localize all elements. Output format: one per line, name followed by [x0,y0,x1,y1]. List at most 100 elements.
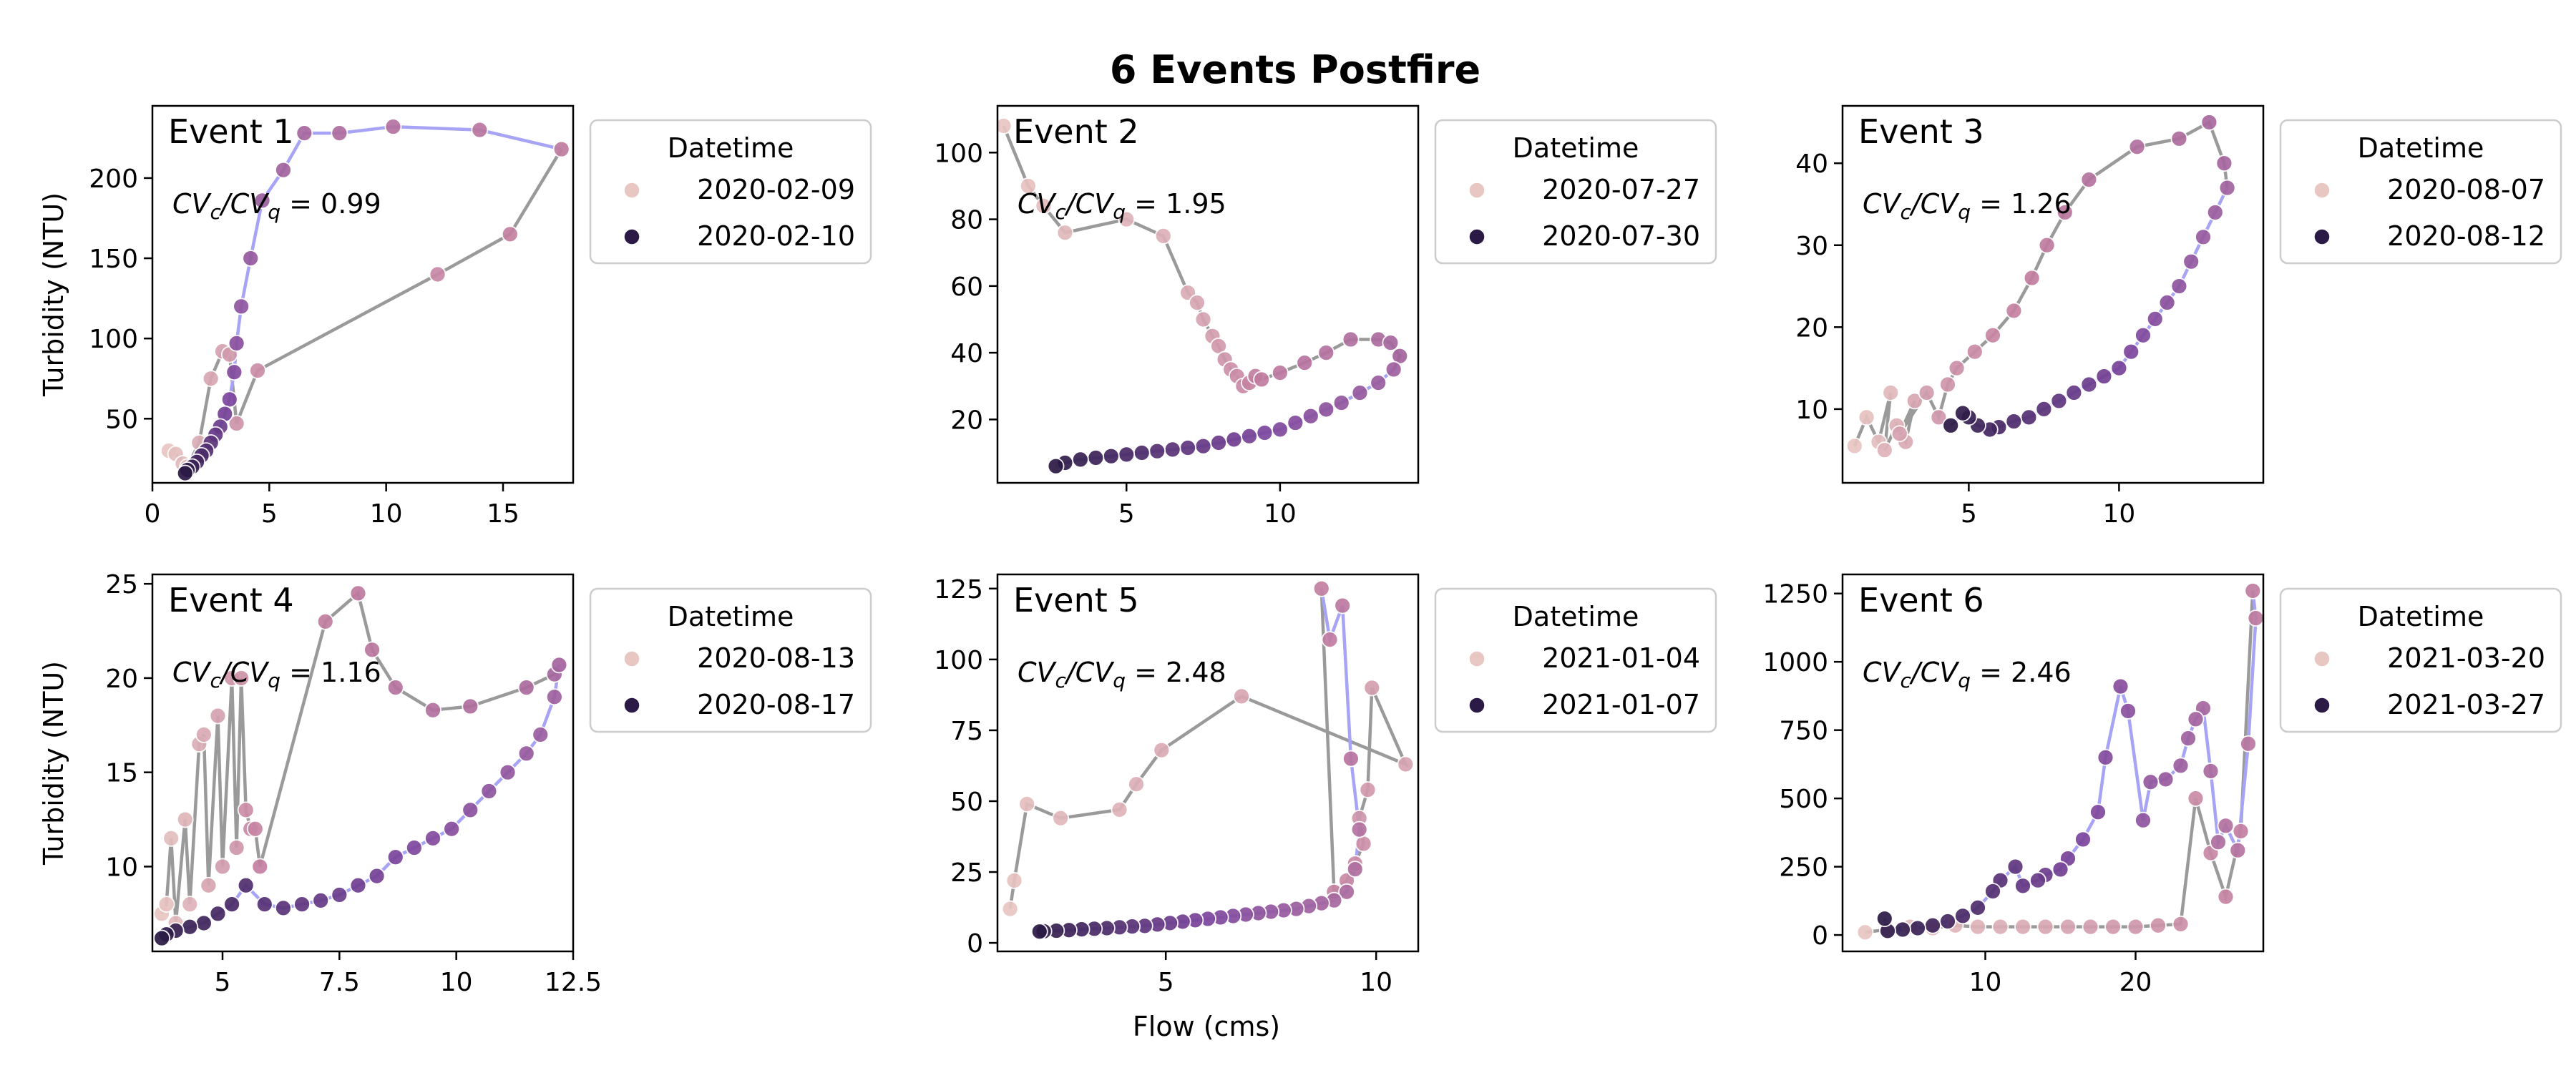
legend-title: Datetime [2358,601,2484,632]
data-point [157,896,175,913]
data-point [200,876,218,894]
x-tick-label: 10 [370,499,403,529]
y-tick-label: 20 [1795,313,1828,343]
y-tick-label: 750 [1779,717,1828,746]
legend-box [2279,119,2562,265]
data-point [2020,408,2038,426]
data-point [2195,228,2212,246]
data-point [1342,330,1360,348]
legend-title: Datetime [1513,132,1639,164]
data-point [1287,414,1304,431]
legend-entry: 2021-03-27 [2387,689,2545,720]
data-point [296,124,313,142]
panel-6: 10 20 0 250 500 750 1000 1250 Event 6 CVc/CVq = 2… [1762,573,2562,997]
data-point [2200,114,2218,131]
y-tick-label: 200 [89,165,138,194]
data-point [1346,861,1364,878]
data-point [2095,368,2113,385]
data-point [202,370,220,388]
data-point [1148,442,1166,460]
legend-entry: 2020-07-30 [1542,220,1700,252]
data-point [1233,687,1250,705]
legend-marker [1468,228,1485,245]
data-point [2127,918,2145,936]
legend-entry: 2020-02-10 [697,220,855,252]
data-point [1035,197,1053,215]
x-tick-label: 5 [1961,499,1977,529]
data-point [2122,343,2140,361]
data-point [2023,269,2041,287]
data-point [384,118,402,136]
data-point [552,140,570,158]
panel-3: 5 10 10 20 30 40 Event 3 CVc/CVq = 1.26 Datetime… [1795,104,2562,529]
x-tick-label: 5 [1118,499,1135,529]
data-point [2146,310,2164,328]
data-point [532,726,550,743]
cv-ratio-annotation: CVc/CVq = 1.95 [1018,188,1226,224]
axes-frame [996,573,1420,953]
data-point [1047,457,1065,475]
data-point [2170,129,2188,147]
data-point [1296,354,1314,372]
data-point [1018,795,1036,813]
data-point [405,839,423,856]
panel-label: Event 4 [168,581,294,619]
data-point [2005,413,2023,430]
data-point [2218,179,2236,197]
data-point [2244,582,2262,599]
legend-entry: 2020-08-13 [697,642,855,674]
y-tick-label: 100 [89,325,138,354]
legend-box [2279,587,2562,733]
y-axis-label: Turbidity (NTU) [38,192,69,397]
y-tick-label: 20 [950,406,983,435]
figure-title: 6 Events Postfire [1110,47,1480,92]
data-point [225,363,243,381]
data-point [1966,343,1984,361]
data-point [1317,344,1335,362]
data-point [1154,227,1172,245]
falling-limb-line [1883,590,2258,933]
data-point [2112,677,2129,695]
plot-area [1001,579,1415,941]
data-point [2202,763,2220,780]
legend-marker [1468,650,1485,667]
data-point [2050,392,2068,410]
data-point [181,896,199,913]
data-point [1225,431,1243,449]
legend-box [589,587,872,733]
data-point [1128,775,1145,793]
data-point [349,584,367,602]
x-tick-label: 7.5 [319,968,360,997]
cv-ratio-annotation: CVc/CVq = 2.48 [1018,657,1226,692]
axes-frame [1841,104,2265,484]
x-tick-label: 15 [487,499,519,529]
data-point [2097,748,2114,766]
data-point [1894,921,1911,939]
data-point [386,679,404,696]
data-point [2135,811,2152,829]
y-tick-label: 150 [89,245,138,274]
axes-frame [996,104,1420,484]
data-point [1942,416,1960,434]
data-point [424,701,441,719]
legend-entry: 2020-08-07 [2387,174,2545,205]
data-point [1939,913,1956,930]
data-point [233,298,250,315]
data-point [1271,364,1289,381]
data-point [1194,310,1212,328]
plot-area [153,584,568,947]
data-point [2005,302,2023,320]
data-point [1984,883,2001,900]
data-point [2006,858,2024,876]
data-point [2158,294,2176,311]
data-point [2187,710,2205,728]
data-point [246,820,264,838]
x-tick-label: 5 [261,499,278,529]
data-point [1939,376,1956,393]
data-point [176,810,194,828]
data-point [1370,374,1387,391]
data-point [1954,404,1971,422]
x-tick-label: 10 [1360,968,1392,997]
data-point [233,670,250,687]
data-point [1350,820,1368,838]
